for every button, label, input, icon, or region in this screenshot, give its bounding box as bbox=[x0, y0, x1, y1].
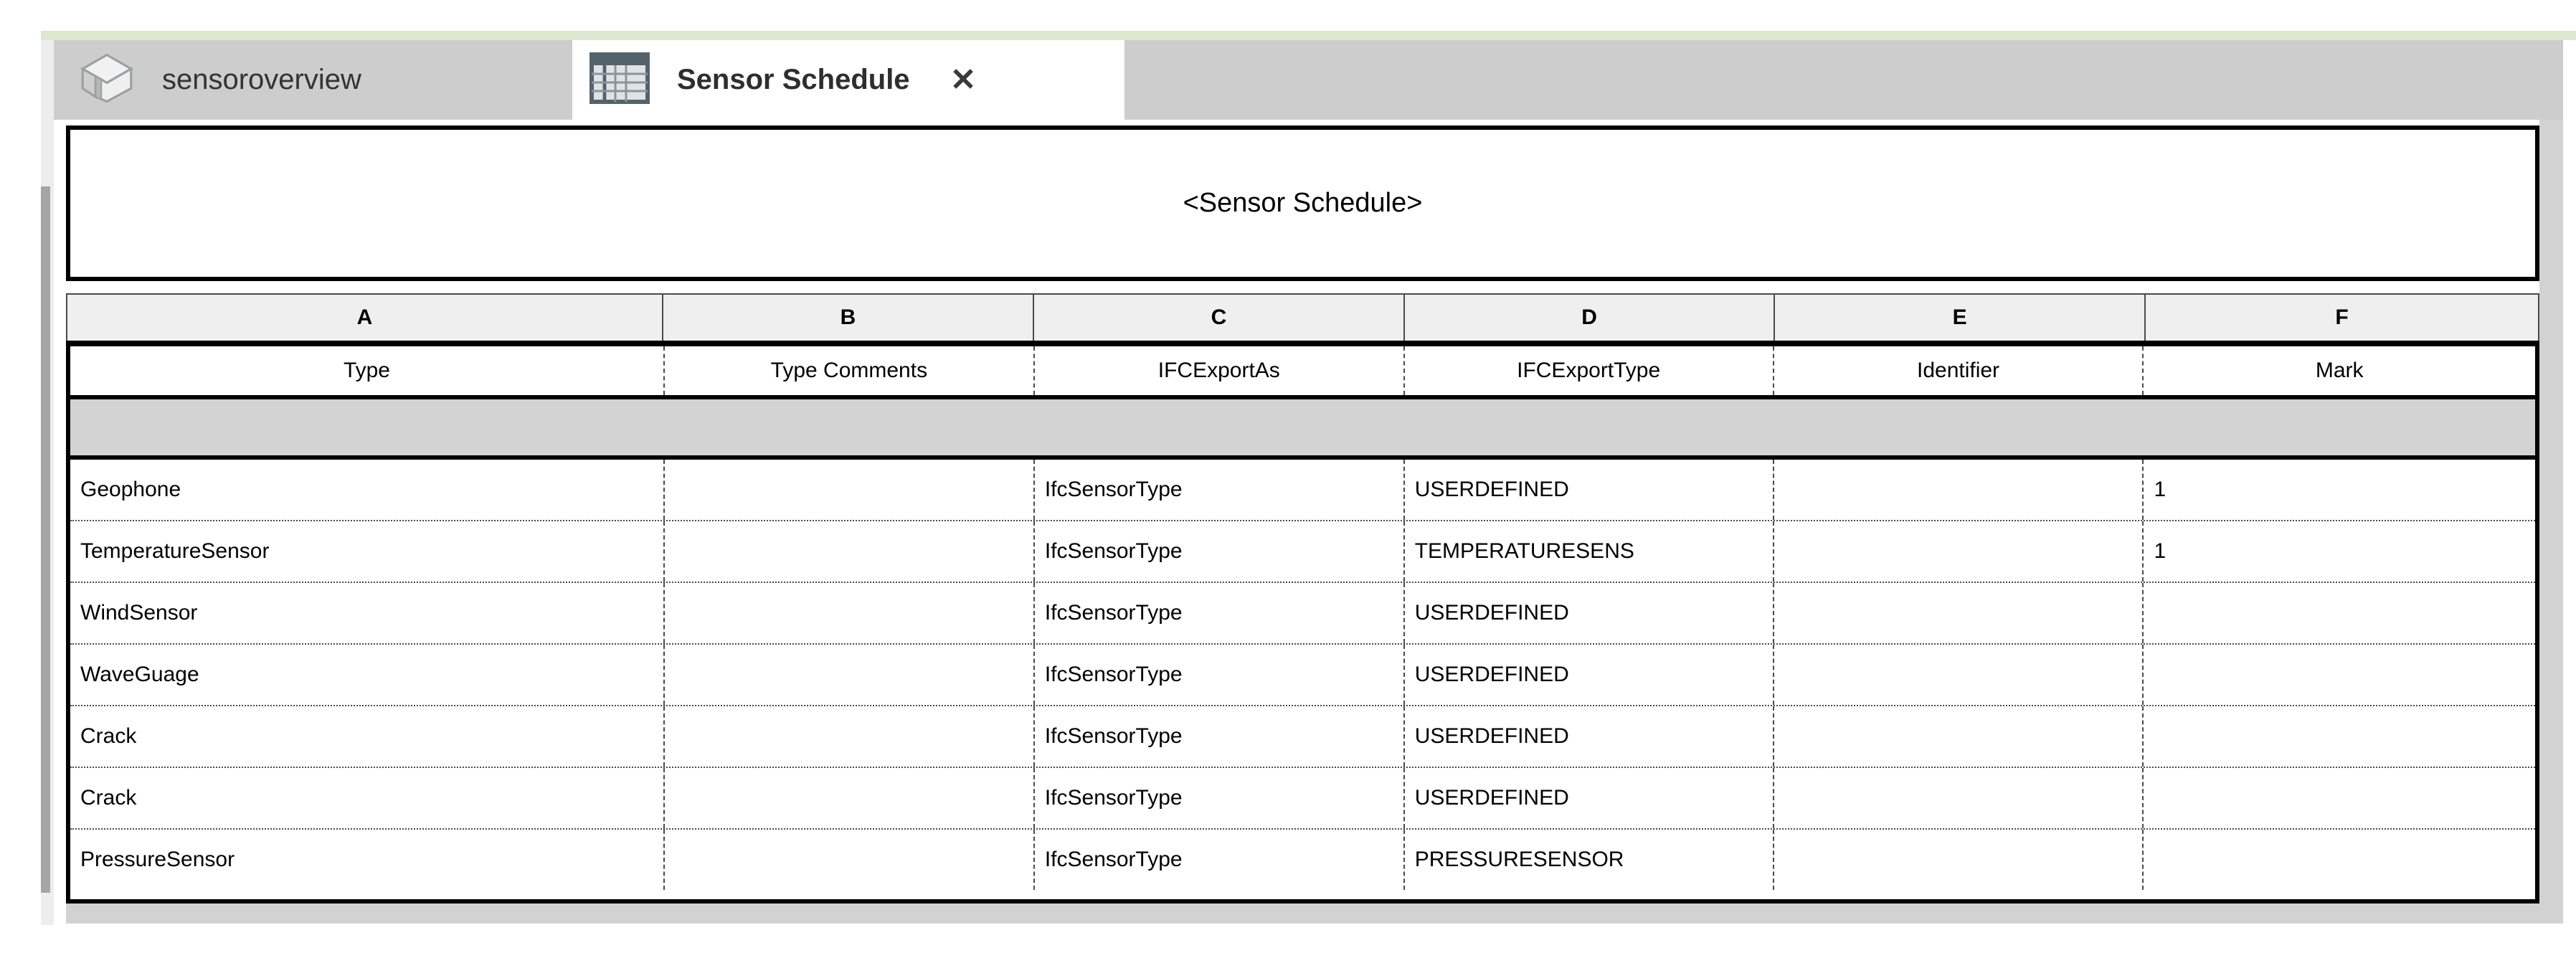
table-cell[interactable] bbox=[2142, 645, 2535, 705]
tab-sensoroverview[interactable]: sensoroverview bbox=[54, 40, 570, 120]
view-tab-bar: sensoroverview Sensor Schedule ✕ bbox=[54, 40, 2563, 120]
table-cell[interactable]: PressureSensor bbox=[80, 848, 235, 871]
column-header-row: Type Type Comments IFCExportAs IFCExportTyp… bbox=[70, 346, 2535, 399]
column-header[interactable]: Type bbox=[343, 359, 390, 382]
table-cell[interactable] bbox=[663, 583, 1033, 643]
sheet-bottom-strip bbox=[66, 904, 2563, 924]
view-top-accent bbox=[41, 31, 2576, 40]
table-cell[interactable] bbox=[663, 706, 1033, 767]
left-scrollbar-thumb[interactable] bbox=[41, 186, 50, 893]
table-cell[interactable]: USERDEFINED bbox=[1403, 583, 1773, 643]
table-cell[interactable]: Crack bbox=[80, 724, 137, 748]
table-cell[interactable]: USERDEFINED bbox=[1403, 460, 1773, 520]
table-cell[interactable]: IfcSensorType bbox=[1033, 460, 1403, 520]
home-3d-icon bbox=[79, 52, 135, 108]
table-row: Crack IfcSensorType USERDEFINED bbox=[70, 767, 2535, 828]
tab-label-sensor-schedule: Sensor Schedule bbox=[677, 64, 910, 95]
table-cell[interactable] bbox=[1772, 768, 2143, 828]
column-letter[interactable]: B bbox=[661, 295, 1033, 341]
column-header[interactable]: IFCExportType bbox=[1403, 346, 1773, 395]
column-header[interactable]: Identifier bbox=[1772, 346, 2143, 395]
table-cell[interactable] bbox=[663, 460, 1033, 520]
table-cell[interactable]: TEMPERATURESENS bbox=[1403, 521, 1773, 582]
table-row: WindSensor IfcSensorType USERDEFINED bbox=[70, 582, 2535, 643]
table-cell[interactable]: USERDEFINED bbox=[1403, 645, 1773, 705]
tab-sensor-schedule[interactable]: Sensor Schedule ✕ bbox=[572, 40, 1124, 120]
table-cell[interactable]: USERDEFINED bbox=[1403, 768, 1773, 828]
column-letter[interactable]: E bbox=[1774, 295, 2144, 341]
table-cell[interactable]: IfcSensorType bbox=[1033, 830, 1403, 890]
table-cell[interactable] bbox=[2142, 583, 2535, 643]
table-cell[interactable] bbox=[2142, 706, 2535, 767]
table-cell[interactable] bbox=[1772, 521, 2143, 582]
schedule-table-icon bbox=[589, 52, 650, 108]
column-letter[interactable]: C bbox=[1032, 295, 1403, 341]
table-cell[interactable]: IfcSensorType bbox=[1033, 521, 1403, 582]
table-cell[interactable] bbox=[1772, 830, 2143, 890]
table-cell[interactable] bbox=[663, 830, 1033, 890]
column-letter[interactable]: F bbox=[2144, 295, 2538, 341]
column-letter[interactable]: D bbox=[1403, 295, 1774, 341]
table-cell[interactable]: USERDEFINED bbox=[1403, 706, 1773, 767]
table-cell[interactable]: 1 bbox=[2142, 521, 2535, 582]
table-cell[interactable] bbox=[1772, 706, 2143, 767]
table-cell[interactable]: IfcSensorType bbox=[1033, 768, 1403, 828]
table-row: PressureSensor IfcSensorType PRESSURESENSO… bbox=[70, 828, 2535, 890]
table-cell[interactable]: IfcSensorType bbox=[1033, 706, 1403, 767]
table-cell[interactable] bbox=[2142, 830, 2535, 890]
table-cell[interactable]: Crack bbox=[80, 786, 137, 810]
table-cell[interactable]: IfcSensorType bbox=[1033, 645, 1403, 705]
table-cell[interactable]: 1 bbox=[2142, 460, 2535, 520]
close-icon[interactable]: ✕ bbox=[950, 62, 977, 98]
table-row: Crack IfcSensorType USERDEFINED bbox=[70, 705, 2535, 767]
table-cell[interactable] bbox=[1772, 583, 2143, 643]
table-cell[interactable]: WindSensor bbox=[80, 601, 198, 625]
column-letter[interactable]: A bbox=[356, 305, 373, 329]
table-cell[interactable] bbox=[1772, 460, 2143, 520]
schedule-body: Type Type Comments IFCExportAs IFCExportTyp… bbox=[66, 341, 2539, 904]
table-cell[interactable] bbox=[1772, 645, 2143, 705]
table-cell[interactable] bbox=[663, 645, 1033, 705]
left-scrollbar[interactable] bbox=[41, 40, 54, 925]
column-header[interactable]: Type Comments bbox=[663, 346, 1033, 395]
table-cell[interactable] bbox=[663, 768, 1033, 828]
table-cell[interactable] bbox=[2142, 768, 2535, 828]
column-header[interactable]: Mark bbox=[2142, 346, 2535, 395]
table-row: TemperatureSensor IfcSensorType TEMPERATUR… bbox=[70, 520, 2535, 582]
schedule-group-row[interactable] bbox=[70, 399, 2535, 460]
schedule-title-box[interactable]: <Sensor Schedule> bbox=[66, 125, 2539, 281]
schedule-title: <Sensor Schedule> bbox=[1183, 188, 1423, 218]
tab-label-sensoroverview: sensoroverview bbox=[162, 64, 361, 95]
column-header[interactable]: IFCExportAs bbox=[1033, 346, 1403, 395]
table-row: WaveGuage IfcSensorType USERDEFINED bbox=[70, 643, 2535, 705]
table-cell[interactable] bbox=[663, 521, 1033, 582]
sheet-side-strip bbox=[2539, 120, 2563, 924]
schedule-rows: Geophone IfcSensorType USERDEFINED 1 Tempera… bbox=[70, 460, 2535, 890]
table-cell[interactable]: Geophone bbox=[80, 478, 181, 501]
table-cell[interactable]: WaveGuage bbox=[80, 663, 199, 686]
table-cell[interactable]: TemperatureSensor bbox=[80, 539, 270, 563]
table-cell[interactable]: PRESSURESENSOR bbox=[1403, 830, 1773, 890]
table-cell[interactable]: IfcSensorType bbox=[1033, 583, 1403, 643]
table-row: Geophone IfcSensorType USERDEFINED 1 bbox=[70, 460, 2535, 520]
